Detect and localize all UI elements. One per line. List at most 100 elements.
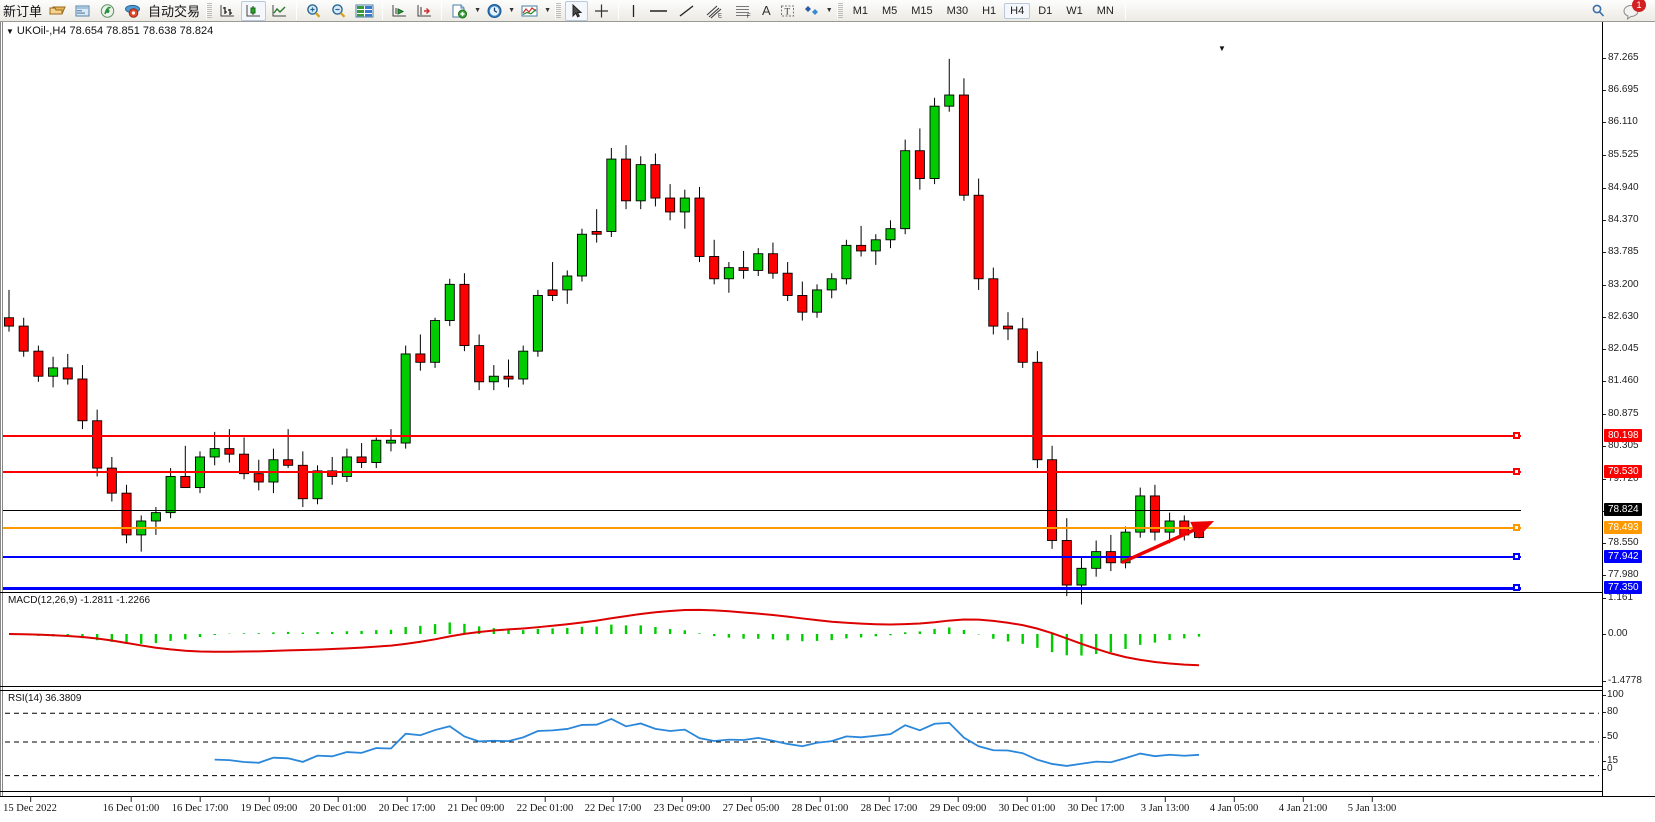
resistance-level-2[interactable]: 79.530 (1604, 465, 1642, 478)
time-tick: 22 Dec 01:00 (516, 796, 574, 814)
price-tick: 80.875 (1603, 408, 1639, 419)
support-level-2[interactable]: 77.942 (1604, 550, 1642, 563)
zoom-out-icon[interactable] (327, 1, 350, 21)
period-clock-icon[interactable] (483, 1, 506, 21)
price-tick: 83.785 (1603, 246, 1639, 257)
support-level-1[interactable]: 78.493 (1604, 521, 1642, 534)
orange-line-78493-handle[interactable] (1513, 524, 1520, 531)
chart-window[interactable]: ▼ UKOil-,H4 78.654 78.851 78.638 78.824 ▼… (0, 22, 1655, 822)
timeframe-m5[interactable]: M5 (881, 4, 898, 17)
auto-scroll-icon[interactable] (388, 1, 411, 21)
auto-trading-button[interactable]: 自动交易 (148, 5, 201, 20)
navigator-icon[interactable] (96, 1, 119, 21)
time-tick: 5 Jan 13:00 (1347, 796, 1397, 814)
toolbar-divider-3 (441, 1, 443, 20)
rsi-tick: 0 (1603, 763, 1613, 774)
red-line-80198[interactable] (3, 435, 1521, 437)
time-tick: 15 Dec 2022 (3, 796, 57, 814)
equidistant-channel-icon[interactable]: E (701, 1, 728, 21)
price-tick: 78.550 (1603, 537, 1639, 548)
shapes-icon[interactable] (801, 1, 824, 21)
chart-canvas[interactable] (3, 22, 1605, 822)
text-icon[interactable]: A (762, 3, 771, 18)
time-tick: 4 Jan 05:00 (1209, 796, 1259, 814)
timeframe-m15[interactable]: M15 (911, 4, 933, 17)
vertical-line-icon[interactable] (624, 1, 643, 21)
timeframe-m1[interactable]: M1 (852, 4, 868, 17)
toolbar-divider-2 (382, 1, 384, 20)
new-chart-dropdown-arrow-icon[interactable]: ▼ (474, 7, 481, 14)
price-tick: 87.265 (1603, 52, 1639, 63)
price-tick: 80.305 (1603, 440, 1639, 451)
time-tick: 16 Dec 17:00 (171, 796, 229, 814)
time-tick: 30 Dec 01:00 (998, 796, 1056, 814)
fibonacci-icon[interactable]: F (730, 1, 757, 21)
time-tick: 22 Dec 17:00 (584, 796, 642, 814)
period-dropdown-arrow-icon[interactable]: ▼ (508, 7, 515, 14)
candlestick-series (3, 58, 1205, 605)
alerts-icon[interactable]: 1 (1619, 0, 1646, 21)
zoom-in-icon[interactable] (302, 1, 325, 21)
resistance-level-1[interactable]: 80.198 (1604, 429, 1642, 442)
price-tick: 86.110 (1603, 116, 1638, 127)
line-chart-icon[interactable] (268, 1, 291, 21)
new-chart-icon[interactable] (447, 1, 472, 21)
text-label-icon[interactable]: T (776, 1, 799, 21)
new-order-button[interactable]: 新订单 (3, 5, 43, 20)
data-window-icon[interactable] (352, 1, 377, 21)
timeframe-d1[interactable]: D1 (1038, 4, 1053, 17)
triangle-down-icon[interactable]: ▼ (6, 27, 14, 36)
cursor-icon[interactable] (565, 0, 589, 21)
chart-border (0, 22, 1655, 822)
toolbar-divider-4 (618, 1, 620, 20)
macd-indicator-label: MACD(12,26,9) -1.2811 -1.2266 (8, 595, 151, 606)
indicators-icon[interactable] (517, 1, 542, 21)
toolbar-grip-2 (555, 2, 562, 19)
crosshair-icon[interactable] (590, 1, 613, 21)
bar-chart-icon[interactable] (216, 1, 239, 21)
search-icon[interactable] (1587, 1, 1610, 21)
market-watch-icon[interactable] (71, 1, 94, 21)
shapes-dropdown-arrow-icon[interactable]: ▼ (825, 7, 833, 14)
timeframe-mn[interactable]: MN (1096, 4, 1114, 17)
orange-line-78493[interactable] (3, 527, 1521, 529)
chart-menu-arrow-icon[interactable]: ▼ (1218, 44, 1226, 53)
timeframe-h1[interactable]: H1 (982, 4, 997, 17)
price-tick: 77.980 (1603, 569, 1639, 580)
red-line-79530[interactable] (3, 471, 1521, 473)
rsi-pane-separator-bottom (0, 791, 1602, 792)
timeframe-m30[interactable]: M30 (946, 4, 969, 17)
price-tick: 81.460 (1603, 375, 1639, 386)
support-level-3[interactable]: 77.350 (1604, 581, 1642, 594)
blue-line-77350[interactable] (3, 587, 1521, 590)
horizontal-line-icon[interactable] (645, 1, 672, 21)
chart-shift-icon[interactable] (413, 1, 436, 21)
chart-symbol-header: ▼ UKOil-,H4 78.654 78.851 78.638 78.824 (6, 25, 213, 37)
folder-icon[interactable] (46, 1, 69, 21)
black-line-78824[interactable] (3, 510, 1521, 511)
price-tick: 83.200 (1603, 279, 1639, 290)
rsi-tick: 100 (1603, 689, 1624, 700)
red-line-79530-handle[interactable] (1513, 468, 1520, 475)
blue-line-77942-handle[interactable] (1513, 553, 1520, 560)
timeframe-h4[interactable]: H4 (1004, 2, 1031, 19)
timeframe-w1[interactable]: W1 (1066, 4, 1083, 17)
toolbar-grip (206, 2, 213, 19)
trendline-icon[interactable] (674, 1, 699, 21)
candlestick-chart-icon[interactable] (241, 0, 267, 21)
alerts-count-badge: 1 (1632, 0, 1646, 12)
time-tick: 20 Dec 17:00 (378, 796, 436, 814)
time-scale[interactable]: 15 Dec 2022 16 Dec 01:00 16 Dec 17:00 19 De… (0, 796, 1655, 822)
auto-trading-icon[interactable] (121, 1, 144, 21)
price-scale[interactable]: 87.265 86.695 86.110 85.525 84.940 84.370 83.7… (1602, 22, 1655, 822)
red-line-80198-handle[interactable] (1513, 432, 1520, 439)
blue-line-77942[interactable] (3, 556, 1521, 558)
toolbar-grip-3 (836, 2, 843, 19)
svg-text:E: E (718, 13, 722, 19)
blue-line-77350-handle[interactable] (1513, 584, 1520, 591)
toolbar-divider (296, 1, 298, 20)
rsi-tick: 80 (1603, 706, 1618, 717)
time-tick: 30 Dec 17:00 (1067, 796, 1125, 814)
indicators-dropdown-arrow-icon[interactable]: ▼ (544, 7, 551, 14)
current-price[interactable]: 78.824 (1604, 503, 1642, 516)
